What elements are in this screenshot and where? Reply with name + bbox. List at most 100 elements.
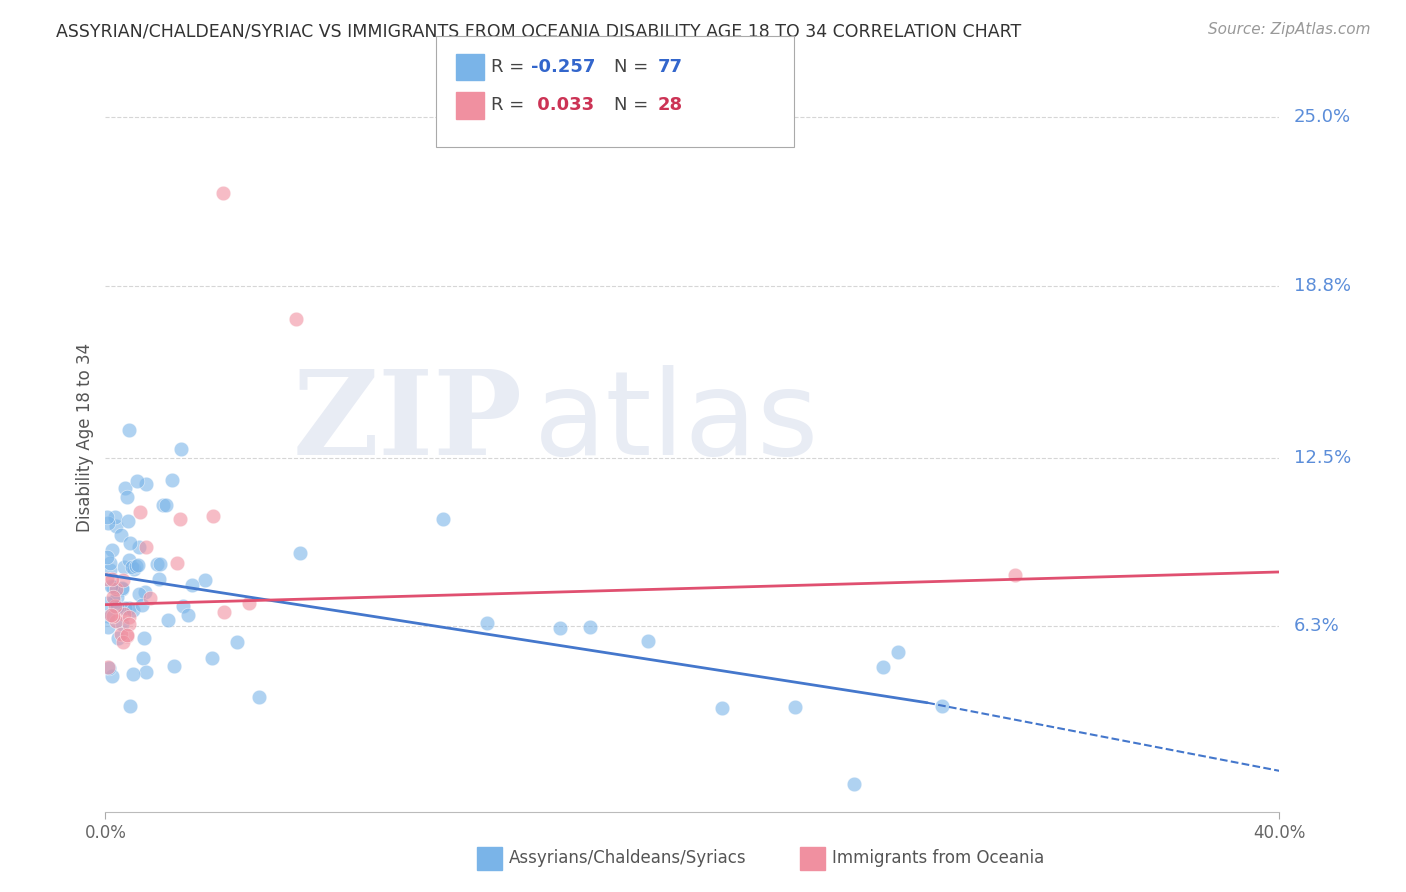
Assyrians/Chaldeans/Syriacs xyxy=(288,546,311,560)
Assyrians/Chaldeans/Syriacs xyxy=(104,519,127,533)
Assyrians/Chaldeans/Syriacs xyxy=(247,690,270,705)
Assyrians/Chaldeans/Syriacs xyxy=(146,557,169,571)
Text: Assyrians/Chaldeans/Syriacs: Assyrians/Chaldeans/Syriacs xyxy=(509,849,747,867)
Immigrants from Oceania xyxy=(135,540,157,554)
Assyrians/Chaldeans/Syriacs xyxy=(98,563,121,577)
Immigrants from Oceania xyxy=(285,311,308,326)
Assyrians/Chaldeans/Syriacs xyxy=(162,473,184,487)
Assyrians/Chaldeans/Syriacs xyxy=(200,651,222,665)
Assyrians/Chaldeans/Syriacs xyxy=(226,635,249,649)
Assyrians/Chaldeans/Syriacs xyxy=(134,585,156,599)
Assyrians/Chaldeans/Syriacs xyxy=(105,600,128,615)
Assyrians/Chaldeans/Syriacs xyxy=(785,700,807,714)
Assyrians/Chaldeans/Syriacs xyxy=(134,631,156,645)
Assyrians/Chaldeans/Syriacs xyxy=(170,442,193,456)
Immigrants from Oceania xyxy=(115,629,138,643)
Assyrians/Chaldeans/Syriacs xyxy=(432,511,454,525)
Assyrians/Chaldeans/Syriacs xyxy=(120,699,142,714)
Text: atlas: atlas xyxy=(534,365,820,480)
Assyrians/Chaldeans/Syriacs xyxy=(121,560,143,574)
Immigrants from Oceania xyxy=(212,605,235,619)
Immigrants from Oceania xyxy=(128,505,150,519)
Immigrants from Oceania xyxy=(96,572,118,586)
Text: N =: N = xyxy=(614,58,654,76)
Assyrians/Chaldeans/Syriacs xyxy=(148,572,170,586)
Text: 77: 77 xyxy=(658,58,683,76)
Assyrians/Chaldeans/Syriacs xyxy=(97,619,120,633)
Assyrians/Chaldeans/Syriacs xyxy=(100,579,122,593)
Assyrians/Chaldeans/Syriacs xyxy=(111,581,134,595)
Immigrants from Oceania xyxy=(211,186,233,201)
Assyrians/Chaldeans/Syriacs xyxy=(97,516,120,531)
Assyrians/Chaldeans/Syriacs xyxy=(103,594,125,608)
Text: ZIP: ZIP xyxy=(292,365,522,480)
Assyrians/Chaldeans/Syriacs xyxy=(157,613,180,627)
Assyrians/Chaldeans/Syriacs xyxy=(97,660,120,674)
Text: 18.8%: 18.8% xyxy=(1294,277,1351,295)
Assyrians/Chaldeans/Syriacs xyxy=(194,573,217,587)
Assyrians/Chaldeans/Syriacs xyxy=(112,559,135,574)
Assyrians/Chaldeans/Syriacs xyxy=(931,699,953,714)
Assyrians/Chaldeans/Syriacs xyxy=(96,549,118,564)
Text: Immigrants from Oceania: Immigrants from Oceania xyxy=(832,849,1045,867)
Assyrians/Chaldeans/Syriacs xyxy=(111,617,134,632)
Assyrians/Chaldeans/Syriacs xyxy=(155,499,177,513)
Assyrians/Chaldeans/Syriacs xyxy=(118,536,141,550)
Immigrants from Oceania xyxy=(112,635,135,649)
Immigrants from Oceania xyxy=(202,508,225,523)
Assyrians/Chaldeans/Syriacs xyxy=(127,558,149,572)
Immigrants from Oceania xyxy=(166,557,188,571)
Text: 6.3%: 6.3% xyxy=(1294,617,1340,635)
Assyrians/Chaldeans/Syriacs xyxy=(122,562,145,576)
Assyrians/Chaldeans/Syriacs xyxy=(98,557,121,571)
Assyrians/Chaldeans/Syriacs xyxy=(100,669,122,683)
Assyrians/Chaldeans/Syriacs xyxy=(115,490,138,504)
Text: R =: R = xyxy=(491,58,530,76)
Text: 28: 28 xyxy=(658,96,683,114)
Text: ASSYRIAN/CHALDEAN/SYRIAC VS IMMIGRANTS FROM OCEANIA DISABILITY AGE 18 TO 34 CORR: ASSYRIAN/CHALDEAN/SYRIAC VS IMMIGRANTS F… xyxy=(56,22,1022,40)
Text: 0.033: 0.033 xyxy=(531,96,595,114)
Assyrians/Chaldeans/Syriacs xyxy=(637,633,659,648)
Text: N =: N = xyxy=(614,96,654,114)
Assyrians/Chaldeans/Syriacs xyxy=(118,423,141,437)
Assyrians/Chaldeans/Syriacs xyxy=(104,510,127,524)
Assyrians/Chaldeans/Syriacs xyxy=(128,587,150,601)
Immigrants from Oceania xyxy=(118,610,141,624)
Immigrants from Oceania xyxy=(101,609,124,624)
Assyrians/Chaldeans/Syriacs xyxy=(118,600,141,615)
Immigrants from Oceania xyxy=(118,617,141,632)
Assyrians/Chaldeans/Syriacs xyxy=(125,558,148,573)
Immigrants from Oceania xyxy=(105,614,128,628)
Assyrians/Chaldeans/Syriacs xyxy=(128,540,150,554)
Immigrants from Oceania xyxy=(100,608,122,623)
Assyrians/Chaldeans/Syriacs xyxy=(122,667,145,681)
Assyrians/Chaldeans/Syriacs xyxy=(163,658,186,673)
Assyrians/Chaldeans/Syriacs xyxy=(152,499,174,513)
Immigrants from Oceania xyxy=(139,591,162,606)
Immigrants from Oceania xyxy=(112,607,135,622)
Assyrians/Chaldeans/Syriacs xyxy=(101,580,124,594)
Assyrians/Chaldeans/Syriacs xyxy=(118,552,141,566)
Assyrians/Chaldeans/Syriacs xyxy=(111,582,134,596)
Immigrants from Oceania xyxy=(97,660,120,674)
Text: Source: ZipAtlas.com: Source: ZipAtlas.com xyxy=(1208,22,1371,37)
Assyrians/Chaldeans/Syriacs xyxy=(100,542,122,557)
Assyrians/Chaldeans/Syriacs xyxy=(110,527,132,541)
Text: -0.257: -0.257 xyxy=(531,58,596,76)
Assyrians/Chaldeans/Syriacs xyxy=(114,481,136,495)
Immigrants from Oceania xyxy=(238,596,260,610)
Assyrians/Chaldeans/Syriacs xyxy=(131,599,153,613)
Assyrians/Chaldeans/Syriacs xyxy=(107,631,129,645)
Assyrians/Chaldeans/Syriacs xyxy=(135,665,157,679)
Assyrians/Chaldeans/Syriacs xyxy=(125,474,148,488)
Assyrians/Chaldeans/Syriacs xyxy=(578,620,600,634)
Assyrians/Chaldeans/Syriacs xyxy=(872,660,894,674)
Assyrians/Chaldeans/Syriacs xyxy=(96,596,118,610)
Assyrians/Chaldeans/Syriacs xyxy=(149,557,172,571)
Assyrians/Chaldeans/Syriacs xyxy=(121,603,143,617)
Text: 12.5%: 12.5% xyxy=(1294,449,1351,467)
Assyrians/Chaldeans/Syriacs xyxy=(710,701,733,715)
Immigrants from Oceania xyxy=(112,574,135,588)
Assyrians/Chaldeans/Syriacs xyxy=(842,777,865,791)
Assyrians/Chaldeans/Syriacs xyxy=(887,645,910,659)
